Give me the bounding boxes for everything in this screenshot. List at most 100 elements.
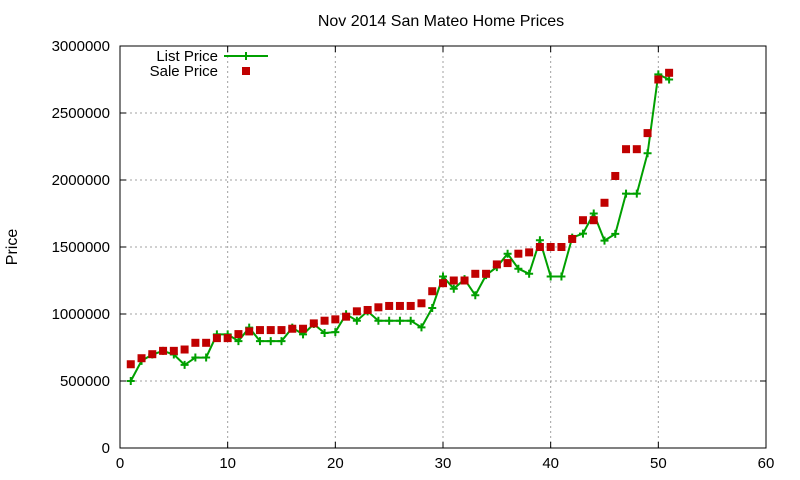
list-price-point	[180, 360, 189, 369]
chart-title: Nov 2014 San Mateo Home Prices	[318, 13, 564, 30]
sale-price-point	[535, 243, 544, 251]
sale-price-point	[266, 326, 275, 335]
list-price-point	[255, 337, 264, 346]
sale-price-point	[169, 346, 178, 355]
list-price-point	[191, 353, 200, 362]
list-price-point	[632, 189, 641, 198]
y-tick-label: 3000000	[52, 38, 110, 55]
list-price-point	[643, 149, 652, 158]
sale-price-point	[180, 345, 189, 354]
sale-price-point	[406, 301, 415, 310]
list-price-point	[535, 236, 544, 245]
x-tick-label: 40	[542, 455, 559, 472]
series-layer	[126, 68, 674, 385]
sale-price-point	[288, 324, 297, 333]
sale-price-point	[514, 249, 523, 258]
list-price-point	[611, 229, 620, 238]
sale-price-point	[600, 198, 609, 207]
sale-price-point	[137, 354, 146, 363]
sale-price-point	[546, 243, 555, 251]
sale-price-point	[148, 350, 157, 359]
list-price-point	[266, 337, 275, 346]
sale-price-point	[568, 234, 577, 243]
list-price-point	[439, 272, 447, 281]
sale-price-point	[342, 312, 351, 321]
sale-price-point	[417, 299, 426, 308]
ticks: 0 10 20 30 40 50 60 0 500000 1000000 1500000 200000…	[52, 38, 775, 472]
sale-price-point	[277, 326, 286, 335]
x-tick-label: 0	[116, 455, 124, 472]
list-price-point	[600, 236, 609, 245]
sale-price-point	[159, 346, 168, 355]
list-price-point	[578, 229, 587, 238]
list-price-point	[126, 377, 135, 385]
sale-price-point	[428, 287, 437, 296]
y-tick-label: 500000	[60, 373, 110, 390]
list-price-point	[514, 264, 523, 273]
list-price-point	[557, 272, 566, 281]
sale-price-point	[223, 334, 232, 343]
sale-price-point	[449, 276, 458, 285]
y-tick-label: 1500000	[52, 239, 110, 256]
x-tick-label: 30	[435, 455, 452, 472]
y-tick-label: 0	[102, 440, 110, 457]
sale-price-point	[482, 269, 491, 278]
sale-price-point	[126, 360, 135, 369]
list-price-point	[428, 303, 437, 312]
sale-price-point	[309, 319, 318, 328]
sale-price-point	[665, 68, 674, 77]
sale-price-point	[589, 216, 598, 225]
sale-price-point	[611, 171, 620, 180]
legend: List Price Sale Price	[150, 48, 268, 80]
list-price-point	[665, 75, 674, 84]
list-price-point	[449, 284, 458, 293]
sale-price-point	[557, 243, 566, 251]
x-tick-label: 10	[219, 455, 236, 472]
sale-price-point	[212, 334, 221, 343]
list-price-point	[395, 316, 404, 325]
list-price-point	[417, 323, 426, 332]
y-axis-label: Price	[4, 229, 21, 266]
sale-price-point	[654, 75, 663, 84]
sale-price-point	[374, 303, 383, 312]
list-price-point	[374, 316, 383, 325]
sale-price-point	[255, 326, 264, 335]
list-price-point	[352, 316, 361, 325]
list-price-point	[589, 209, 598, 218]
list-price-point	[622, 189, 631, 198]
list-price-point	[277, 337, 286, 346]
legend-label-list-price: List Price	[156, 48, 218, 65]
legend-label-sale-price: Sale Price	[150, 63, 218, 80]
sale-price-point	[363, 305, 372, 314]
sale-price-point	[525, 248, 534, 257]
y-tick-label: 2500000	[52, 105, 110, 122]
sale-price-point	[503, 259, 512, 268]
sale-price-point	[395, 301, 404, 310]
sale-price-point	[460, 276, 469, 285]
list-price-point	[471, 291, 480, 300]
sale-price-point	[245, 327, 254, 336]
sale-price-point	[202, 338, 211, 347]
sale-price-point	[331, 315, 340, 324]
y-tick-label: 2000000	[52, 172, 110, 189]
legend-marker-list-price	[242, 52, 250, 60]
x-tick-label: 50	[650, 455, 667, 472]
list-price-point	[331, 328, 340, 337]
list-price-point	[546, 272, 555, 281]
sale-price-point	[439, 279, 447, 288]
list-price-point	[525, 269, 534, 278]
legend-marker-sale-price	[242, 67, 250, 75]
sale-price-point	[234, 330, 243, 339]
x-tick-label: 60	[758, 455, 775, 472]
list-price-point	[202, 353, 211, 362]
sale-price-point	[643, 129, 652, 138]
y-tick-label: 1000000	[52, 306, 110, 323]
sale-price-point	[622, 145, 631, 154]
sale-price-point	[471, 269, 480, 278]
sale-price-point	[492, 260, 501, 269]
list-price-point	[406, 316, 415, 325]
x-tick-label: 20	[327, 455, 344, 472]
sale-price-point	[352, 307, 361, 316]
list-price-point	[503, 249, 512, 258]
